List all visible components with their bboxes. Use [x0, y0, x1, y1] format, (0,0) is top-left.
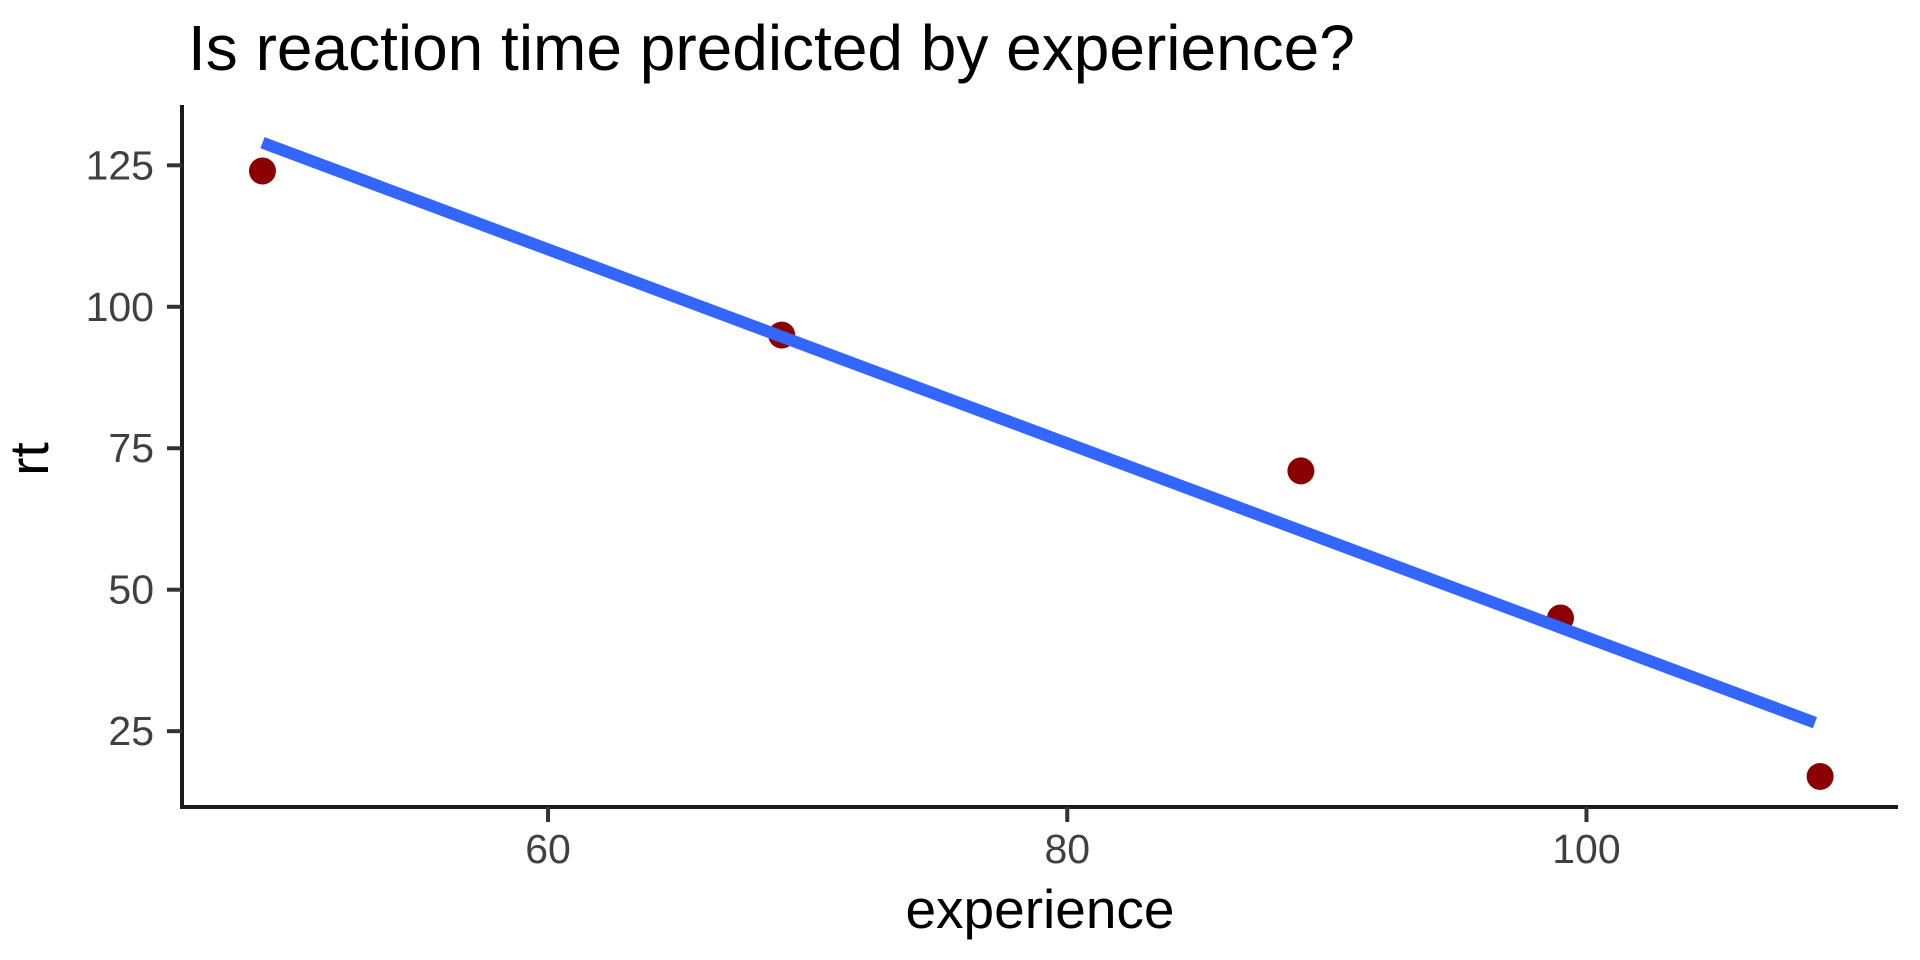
x-tick-label: 80 — [1044, 826, 1090, 872]
y-tick-label: 100 — [86, 284, 154, 330]
trend-line — [260, 137, 1818, 729]
y-tick-label: 125 — [86, 142, 154, 188]
y-axis-label: rt — [0, 442, 60, 476]
x-tick-label: 100 — [1552, 826, 1620, 872]
data-point — [1287, 457, 1315, 485]
x-axis-label: experience — [905, 878, 1174, 940]
x-tick-label: 60 — [525, 826, 571, 872]
x-axis-ticks: 60 80 100 — [525, 807, 1621, 872]
data-point — [1806, 762, 1834, 790]
y-tick-label: 50 — [108, 567, 154, 613]
y-tick-label: 25 — [108, 708, 154, 754]
chart-title: Is reaction time predicted by experience… — [188, 12, 1355, 84]
y-tick-label: 75 — [108, 425, 154, 471]
data-point — [248, 157, 276, 185]
y-axis-ticks: 25 50 75 100 125 — [86, 142, 182, 754]
data-points — [248, 157, 1834, 790]
